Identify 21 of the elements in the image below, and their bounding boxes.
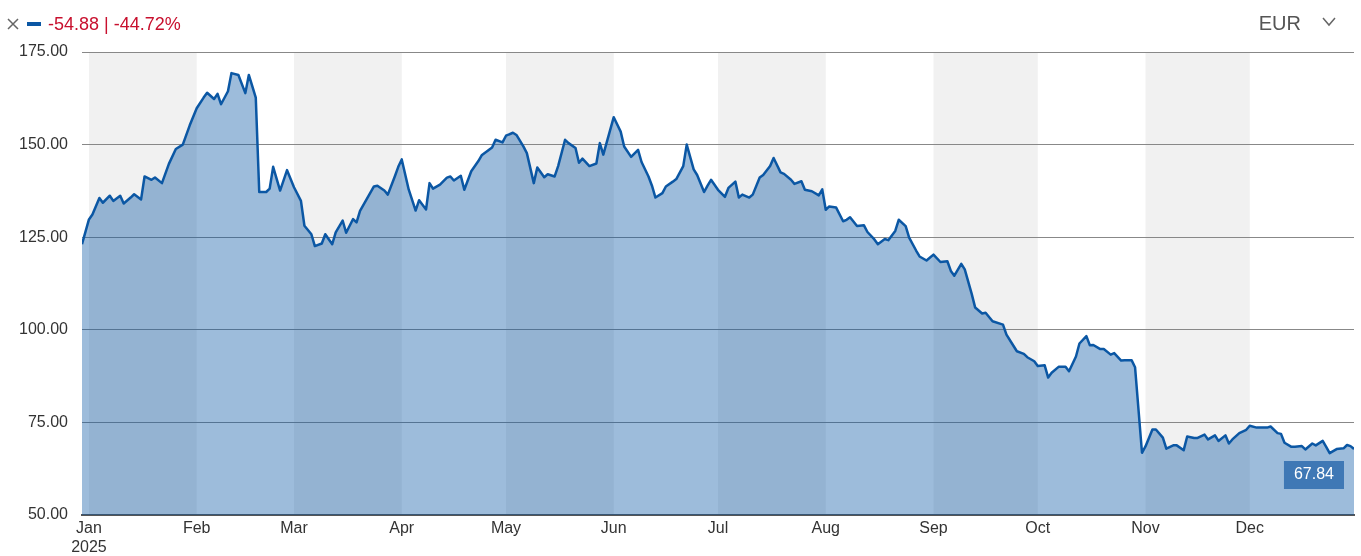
x-tick-label: May xyxy=(490,519,522,537)
x-tick-label: Aug xyxy=(811,519,840,537)
x-tick-label: Nov xyxy=(1131,519,1160,537)
annotation: 67.84 xyxy=(1293,465,1335,483)
x-tick-label: Oct xyxy=(1025,519,1051,537)
x-tick-label: Jan 2025 xyxy=(71,519,107,556)
x-tick-label: Jul xyxy=(707,519,729,537)
y-tick-label: 125.00 xyxy=(19,227,69,245)
x-tick-label: Mar xyxy=(280,519,309,537)
y-tick-label: 100.00 xyxy=(19,320,69,338)
text: -54.88 | -44.72% xyxy=(48,14,181,35)
x-tick-label: Feb xyxy=(182,519,211,537)
y-tick-label: 75.00 xyxy=(27,412,69,430)
y-tick-label: 50.00 xyxy=(27,505,69,523)
x-tick-label: Dec xyxy=(1235,519,1264,537)
text: EUR xyxy=(1258,12,1301,35)
x-tick-label: Jun xyxy=(600,519,627,537)
y-tick-label: 150.00 xyxy=(19,135,69,153)
x-tick-label: Apr xyxy=(389,519,415,537)
x-tick-label: Sep xyxy=(919,519,948,537)
y-tick-label: 175.00 xyxy=(19,42,69,60)
